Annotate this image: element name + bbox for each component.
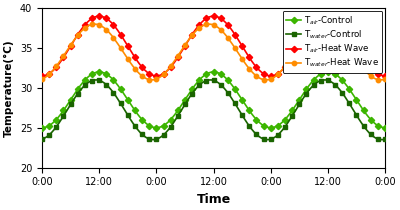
T$_{air}$-Heat Wave [383, 75, 388, 77]
T$_{water}$-Heat Wave [242, 61, 247, 64]
Y-axis label: Temperature(°C): Temperature(°C) [4, 39, 14, 137]
T$_{air}$-Heat Wave [42, 74, 47, 77]
T$_{air}$-Control [40, 126, 44, 129]
T$_{water}$-Heat Wave [314, 25, 318, 28]
T$_{water}$-Control [364, 128, 368, 130]
T$_{water}$-Control [42, 137, 47, 139]
T$_{water}$-Heat Wave [56, 62, 61, 64]
T$_{air}$-Control [240, 98, 244, 101]
T$_{air}$-Heat Wave [56, 63, 61, 66]
T$_{air}$-Control [56, 116, 61, 118]
T$_{air}$-Control [302, 91, 306, 94]
T$_{air}$-Heat Wave [40, 75, 44, 77]
T$_{water}$-Control [94, 79, 99, 81]
T$_{water}$-Heat Wave [364, 70, 368, 73]
Line: T$_{water}$-Control: T$_{water}$-Control [40, 78, 387, 142]
Legend: T$_{air}$-Control, T$_{water}$-Control, T$_{air}$-Heat Wave, T$_{water}$-Heat Wa: T$_{air}$-Control, T$_{water}$-Control, … [282, 11, 382, 73]
T$_{air}$-Control [42, 126, 47, 129]
T$_{air}$-Heat Wave [97, 15, 102, 17]
T$_{air}$-Control [361, 109, 366, 112]
T$_{water}$-Heat Wave [42, 77, 47, 79]
T$_{air}$-Heat Wave [240, 45, 244, 47]
T$_{water}$-Heat Wave [92, 23, 97, 25]
T$_{air}$-Heat Wave [361, 56, 366, 59]
X-axis label: Time: Time [196, 193, 231, 206]
T$_{water}$-Control [304, 92, 309, 95]
T$_{water}$-Control [314, 82, 318, 84]
T$_{water}$-Control [40, 138, 44, 140]
T$_{water}$-Control [242, 118, 247, 120]
T$_{water}$-Control [152, 138, 156, 141]
T$_{air}$-Control [97, 71, 102, 73]
T$_{air}$-Heat Wave [311, 24, 316, 26]
T$_{water}$-Heat Wave [149, 79, 154, 81]
T$_{air}$-Control [383, 126, 388, 129]
T$_{water}$-Heat Wave [383, 78, 388, 80]
Line: T$_{water}$-Heat Wave: T$_{water}$-Heat Wave [40, 22, 387, 82]
Line: T$_{air}$-Control: T$_{air}$-Control [40, 70, 387, 130]
T$_{water}$-Control [383, 138, 388, 140]
Line: T$_{air}$-Heat Wave: T$_{air}$-Heat Wave [40, 14, 387, 78]
T$_{water}$-Heat Wave [304, 34, 309, 37]
T$_{water}$-Control [56, 122, 61, 125]
T$_{air}$-Heat Wave [302, 37, 306, 39]
T$_{water}$-Heat Wave [40, 78, 44, 80]
T$_{air}$-Control [311, 79, 316, 81]
